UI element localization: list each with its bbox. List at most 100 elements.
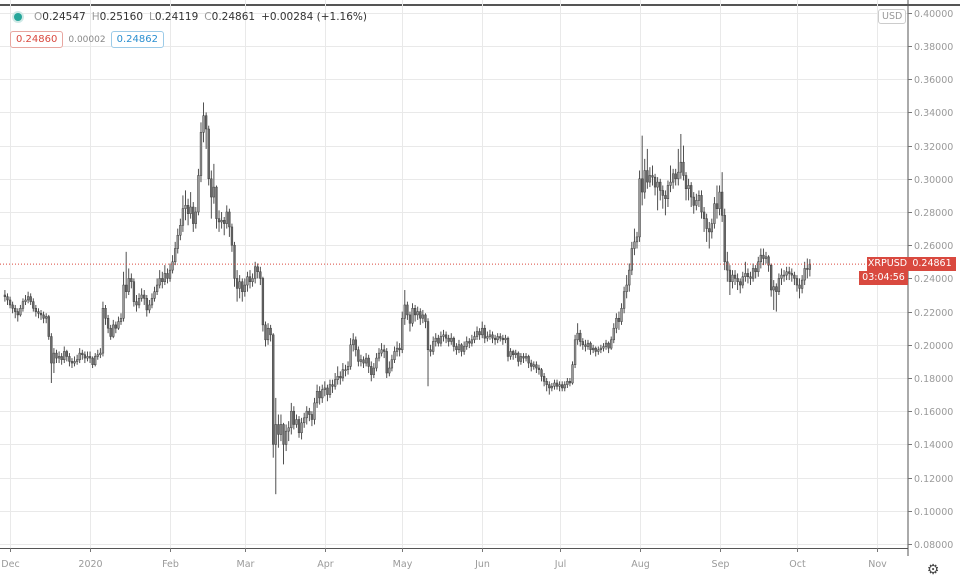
candle <box>6 293 9 305</box>
time-axis[interactable]: Dec 2020 Feb Mar Apr May Jun Jul Aug Sep Oct Nov <box>1 548 887 570</box>
candle-body <box>718 191 721 209</box>
candle <box>643 158 646 199</box>
candle-body <box>65 351 68 357</box>
gear-icon[interactable]: ⚙ <box>926 562 940 578</box>
sell-button[interactable]: 0.24860 <box>10 31 64 48</box>
currency-badge[interactable]: USD <box>878 9 907 24</box>
candle-body <box>573 339 577 365</box>
candle <box>770 263 773 297</box>
candle-body <box>181 208 185 226</box>
candle-body <box>700 195 703 213</box>
candle <box>661 185 664 209</box>
candle <box>496 333 499 344</box>
candle <box>473 331 476 344</box>
candle <box>63 346 66 364</box>
candle-body <box>571 364 574 384</box>
candle-body <box>158 278 161 286</box>
candle-body <box>690 185 693 198</box>
candle <box>457 339 461 354</box>
candle <box>788 266 791 281</box>
candle-body <box>272 334 275 445</box>
candle-body <box>470 339 474 344</box>
candle-body <box>24 299 27 302</box>
candle-body <box>777 278 781 292</box>
candle-body <box>207 128 210 180</box>
candle-body <box>52 352 56 364</box>
candle-body <box>68 356 71 362</box>
candle-body <box>426 321 430 351</box>
candle-body <box>708 228 711 233</box>
candle-body <box>661 190 664 196</box>
candle <box>524 353 528 362</box>
candle <box>251 273 254 287</box>
candle <box>754 265 757 279</box>
candle <box>163 265 167 286</box>
y-tick-label: 0.22000 <box>914 308 953 319</box>
price-line-symbol-label: XRPUSD <box>867 257 908 271</box>
candle <box>586 339 590 350</box>
candle-body <box>764 256 768 259</box>
candle-body <box>150 298 154 306</box>
price-axis[interactable]: 0.40000 0.38000 0.36000 0.34000 0.32000 0.300… <box>908 9 953 551</box>
candle <box>514 349 517 359</box>
legend-high: H0.25160 <box>91 11 144 23</box>
candle <box>132 278 136 307</box>
candle-body <box>481 327 484 336</box>
candle-body <box>589 342 592 351</box>
candle <box>346 361 350 375</box>
y-tick-label: 0.40000 <box>914 9 953 20</box>
candle-body <box>37 311 40 314</box>
buy-button[interactable]: 0.24862 <box>110 31 164 48</box>
candle-body <box>39 313 43 316</box>
candle-body <box>168 269 172 279</box>
candle <box>780 268 783 286</box>
candle-body <box>731 274 734 282</box>
candle <box>746 268 750 284</box>
candle-body <box>34 308 38 312</box>
candle-body <box>346 366 350 370</box>
candle-body <box>793 274 796 279</box>
candle <box>772 280 775 310</box>
candle-body <box>535 364 538 369</box>
candle-body <box>599 347 603 351</box>
candle-body <box>695 200 698 206</box>
candle <box>408 311 412 332</box>
candle <box>558 381 561 392</box>
candle <box>793 271 796 286</box>
x-tick-label: Jun <box>474 559 490 570</box>
candle-body <box>243 284 246 292</box>
candle <box>653 173 657 196</box>
candle <box>656 177 659 211</box>
candle-body <box>475 331 479 337</box>
price-line-value-label: 0.24861 <box>908 257 956 271</box>
candle-body <box>558 384 561 387</box>
candle <box>52 348 56 374</box>
candle <box>68 353 71 367</box>
candle-body <box>91 357 94 365</box>
candle-body <box>29 296 32 302</box>
candle-body <box>666 185 670 199</box>
candle <box>364 353 368 367</box>
candle <box>710 218 713 239</box>
candle-body <box>352 339 355 346</box>
candle-body <box>576 332 579 341</box>
candle-body <box>803 268 806 281</box>
candle-body <box>705 218 708 229</box>
y-tick-label: 0.14000 <box>914 440 953 451</box>
candle-body <box>612 327 615 341</box>
candle <box>238 275 241 299</box>
candle-body <box>204 115 208 130</box>
candle <box>135 295 138 312</box>
candle-body <box>772 286 775 291</box>
candle-body <box>782 274 786 277</box>
candle <box>767 255 770 272</box>
candle-body <box>710 223 713 233</box>
candle-body <box>736 278 739 282</box>
candle <box>305 406 308 425</box>
candle <box>744 261 747 282</box>
candle-body <box>50 336 53 364</box>
candle-body <box>63 351 66 360</box>
candle-body <box>506 337 510 357</box>
candle-body <box>416 311 419 316</box>
